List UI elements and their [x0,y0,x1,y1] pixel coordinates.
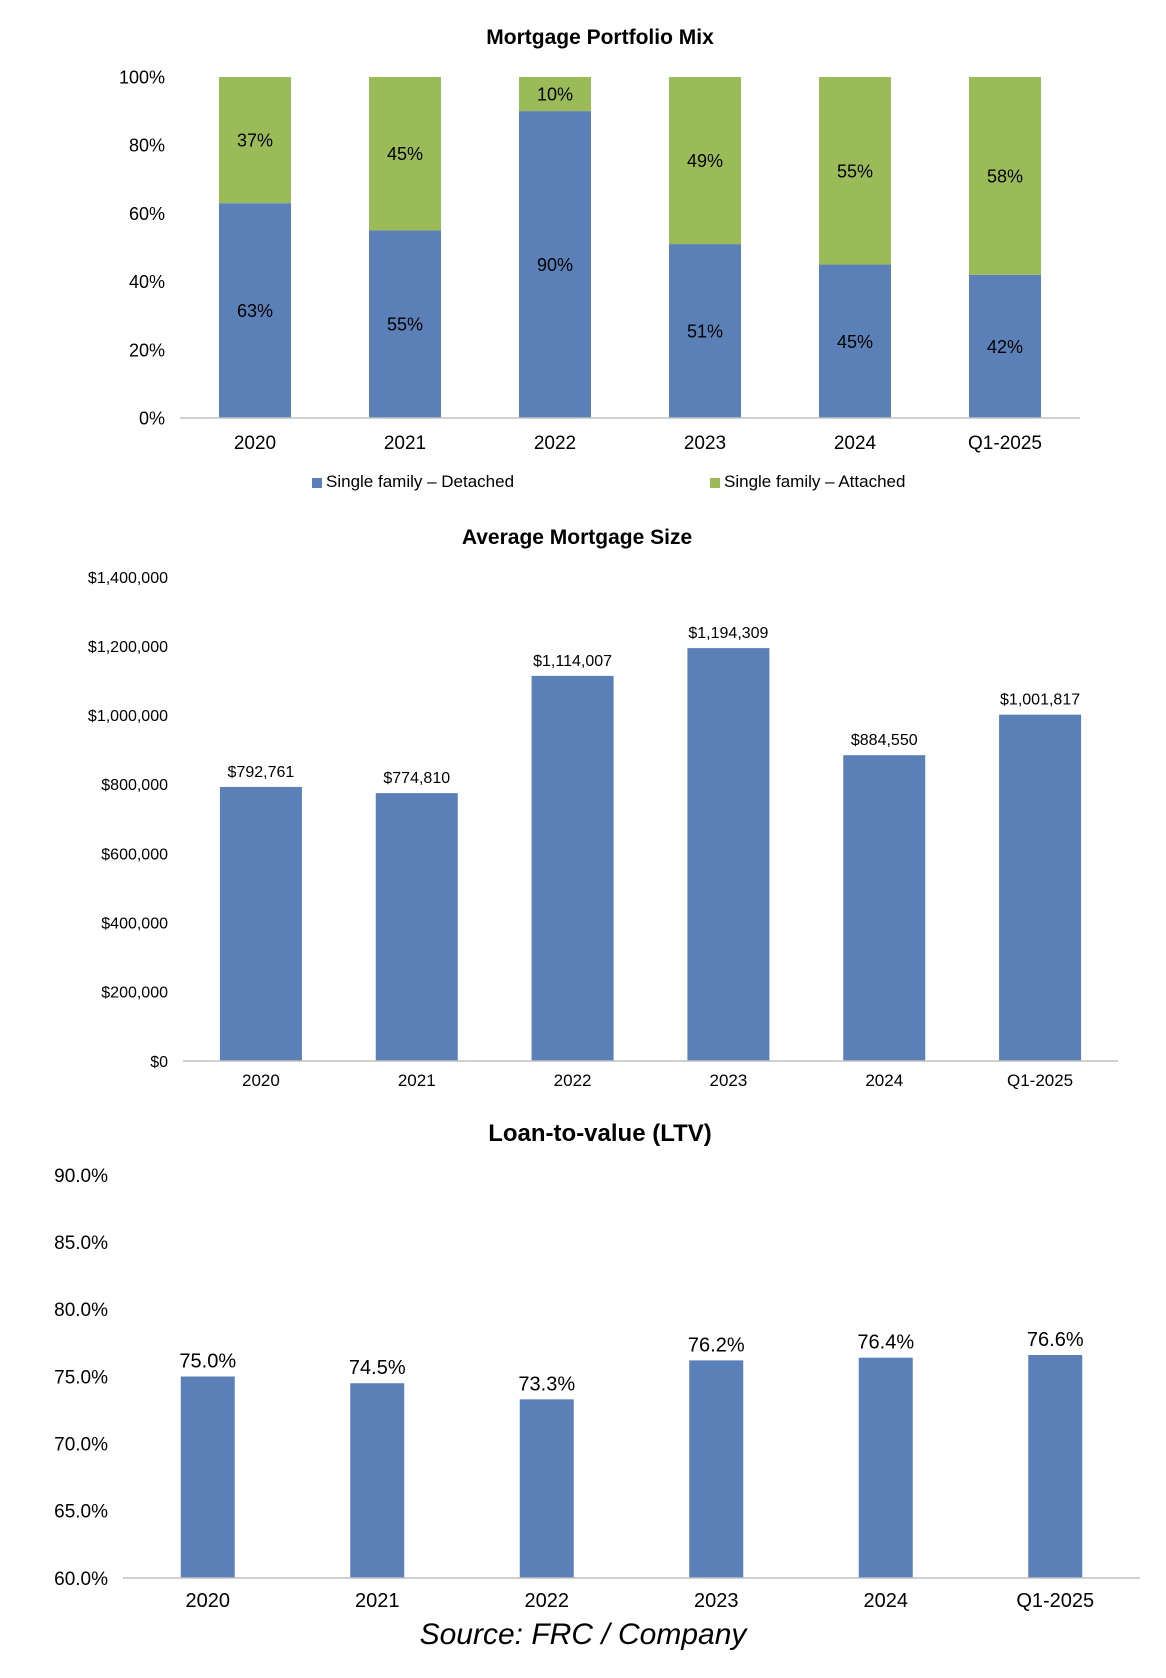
chart-title: Loan-to-value (LTV) [488,1120,712,1147]
x-tick-label: 2020 [242,1071,280,1090]
x-tick-label: 2021 [355,1590,400,1612]
data-label: 90% [537,255,573,275]
bar [219,786,302,1061]
x-tick-label: 2023 [694,1590,739,1612]
data-label: 45% [837,332,873,352]
legend-swatch [710,478,720,488]
x-tick-label: 2022 [534,433,576,454]
loan-to-value-chart: Loan-to-value (LTV) 60.0% 65.0% 70.0% 75.0% 8… [54,1120,1140,1612]
x-tick-label: Q1-2025 [968,433,1042,454]
x-tick-label: 2023 [684,433,726,454]
y-tick-label: 75.0% [54,1367,108,1388]
bar-attached [219,77,291,204]
data-label: $1,194,309 [688,625,768,642]
bar-detached [819,264,891,418]
data-label: 55% [837,161,873,181]
bar [843,755,926,1061]
x-tick-label: 2024 [864,1590,909,1612]
data-label: 10% [537,85,573,105]
y-tick-label: $600,000 [101,846,168,863]
data-label: 73.3% [518,1373,575,1395]
legend-label: Single family – Detached [326,472,514,491]
y-tick-label: 20% [129,340,165,360]
data-label: 76.6% [1027,1329,1084,1351]
average-mortgage-size-chart: Average Mortgage Size $0 $200,000 $400,000 $… [88,526,1118,1090]
x-tick-label: Q1-2025 [1007,1071,1073,1090]
y-tick-label: $200,000 [101,985,168,1002]
data-label: $884,550 [851,732,918,749]
legend-label: Single family – Attached [724,472,905,491]
y-tick-label: $1,200,000 [88,639,168,656]
bar-attached [369,77,441,231]
y-tick-label: 100% [119,67,165,87]
data-label: 45% [387,144,423,164]
bar [180,1376,235,1578]
y-tick-label: 65.0% [54,1502,108,1523]
data-label: 74.5% [349,1357,406,1379]
bar [687,648,770,1061]
y-tick-label: $1,000,000 [88,708,168,725]
data-label: 63% [237,301,273,321]
bar [519,1399,574,1578]
x-tick-label: 2022 [525,1590,570,1612]
y-tick-label: 85.0% [54,1233,108,1254]
y-tick-label: 40% [129,272,165,292]
bar [350,1383,405,1578]
x-tick-label: 2024 [834,433,877,454]
bar-detached [519,111,591,418]
x-tick-label: 2023 [710,1071,748,1090]
bar [858,1357,913,1578]
y-tick-label: 90.0% [54,1166,108,1187]
data-label: $774,810 [383,770,450,787]
bar-attached [669,77,741,245]
bar [1028,1355,1083,1578]
x-tick-label: 2020 [234,433,276,454]
bar [689,1360,744,1578]
bar [531,675,614,1061]
source-caption: Source: FRC / Company [419,1618,747,1651]
y-tick-label: 80.0% [54,1300,108,1321]
bar-detached [969,274,1041,418]
bar [375,793,458,1061]
bar-attached [519,77,591,112]
data-label: 49% [687,151,723,171]
x-tick-label: 2024 [865,1071,903,1090]
y-tick-label: 0% [139,408,165,428]
bar-detached [669,244,741,418]
y-tick-label: 60% [129,204,165,224]
bar-detached [219,203,291,418]
x-tick-label: 2020 [186,1590,231,1612]
data-label: $1,114,007 [533,653,612,670]
bar-attached [969,77,1041,275]
y-tick-label: $0 [150,1054,168,1071]
chart-title: Average Mortgage Size [462,526,692,549]
data-label: 42% [987,337,1023,357]
legend-swatch [312,478,322,488]
data-label: 58% [987,166,1023,186]
data-label: 76.4% [857,1332,914,1354]
x-tick-label: 2022 [554,1071,592,1090]
bar [999,714,1082,1061]
x-tick-label: Q1-2025 [1016,1590,1094,1612]
data-label: 37% [237,131,273,151]
data-label: $1,001,817 [1000,692,1080,709]
bar-detached [369,230,441,418]
chart-title: Mortgage Portfolio Mix [486,26,714,49]
data-label: 55% [387,315,423,335]
y-tick-label: 80% [129,136,165,156]
bar-attached [819,77,891,265]
y-tick-label: $800,000 [101,777,168,794]
y-tick-label: $1,400,000 [88,570,168,587]
y-tick-label: $400,000 [101,915,168,932]
x-tick-label: 2021 [398,1071,436,1090]
data-label: 75.0% [179,1351,236,1373]
y-tick-label: 60.0% [54,1569,108,1590]
data-label: $792,761 [228,764,295,781]
data-label: 76.2% [688,1334,745,1356]
data-label: 51% [687,322,723,342]
y-tick-label: 70.0% [54,1435,108,1456]
portfolio-mix-chart: Mortgage Portfolio Mix 0% 20% 40% 60% 80% 100%… [119,26,1080,491]
x-tick-label: 2021 [384,433,426,454]
